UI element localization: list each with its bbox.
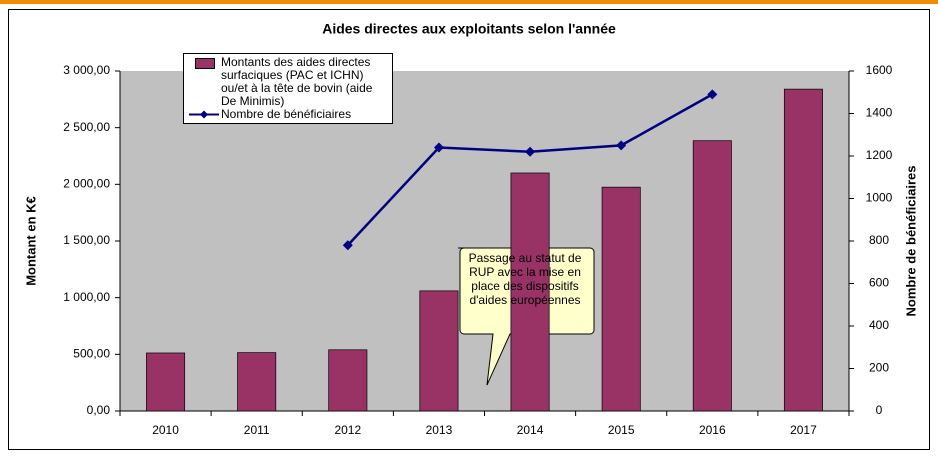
y2-tick-label: 1600 — [866, 63, 893, 77]
y2-tick-label: 600 — [869, 276, 889, 290]
y2-tick-label: 1000 — [866, 191, 893, 205]
legend: Montants des aides directes surfaciques … — [183, 53, 393, 124]
x-tick-label: 2012 — [334, 423, 361, 437]
y2-tick-label: 800 — [869, 233, 889, 247]
top-bar — [0, 0, 938, 4]
marker — [433, 142, 444, 153]
legend-label: Montants des aides directes surfaciques … — [221, 55, 373, 108]
y-tick-label: 2 500,00 — [63, 120, 110, 134]
marker — [525, 146, 536, 157]
annotation: Passage au statut de RUP avec la mise en… — [468, 251, 582, 307]
x-tick-label: 2013 — [426, 423, 453, 437]
bar — [419, 290, 459, 412]
y2-tick-label: 1200 — [866, 148, 893, 162]
legend-entry: Montants des aides directes surfaciques … — [187, 56, 389, 108]
bar — [328, 349, 368, 412]
y-tick-label: 2 000,00 — [63, 177, 110, 191]
y2-tick-label: 0 — [876, 403, 883, 417]
y-tick-label: 1 000,00 — [63, 290, 110, 304]
x-tick-label: 2016 — [699, 423, 726, 437]
x-tick-label: 2014 — [517, 423, 544, 437]
x-tick-label: 2017 — [790, 423, 817, 437]
marker — [616, 140, 627, 151]
y2-axis-title: Nombre de bénéficiaires — [903, 166, 918, 317]
y2-tick-label: 1400 — [866, 106, 893, 120]
x-tick-label: 2011 — [244, 423, 270, 437]
y-axis-title: Montant en K€ — [23, 196, 38, 286]
bar — [783, 88, 823, 412]
y-tick-label: 500,00 — [73, 347, 110, 361]
y-tick-label: 3 000,00 — [63, 63, 110, 77]
chart-title: Aides directes aux exploitants selon l'a… — [322, 21, 616, 37]
bar — [237, 352, 277, 412]
x-tick-label: 2010 — [152, 423, 179, 437]
legend-swatch — [195, 58, 215, 69]
legend-label: Nombre de bénéficiaires — [221, 107, 352, 121]
bar — [146, 352, 186, 412]
marker — [342, 240, 353, 251]
legend-entry: Nombre de bénéficiaires — [187, 108, 389, 121]
legend-line — [189, 110, 219, 119]
bar — [692, 140, 732, 412]
bar — [510, 172, 550, 412]
y-tick-label: 1 500,00 — [63, 233, 110, 247]
y2-tick-label: 400 — [869, 318, 889, 332]
marker — [707, 89, 718, 100]
bar — [601, 186, 641, 412]
x-tick-label: 2015 — [608, 423, 635, 437]
y2-tick-label: 200 — [869, 361, 889, 375]
y-tick-label: 0,00 — [87, 403, 111, 417]
